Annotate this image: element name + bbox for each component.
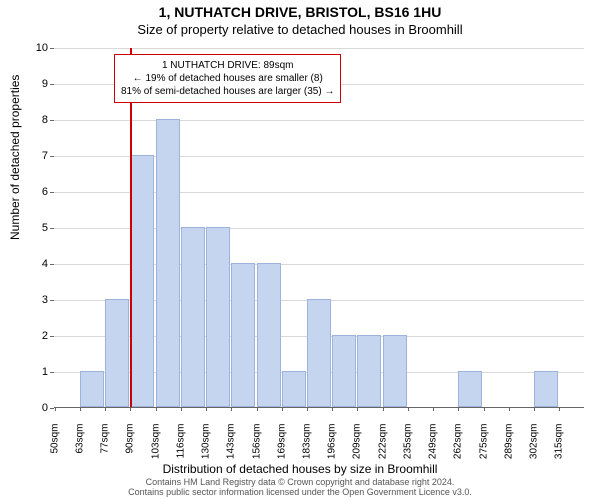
histogram-bar [231,263,255,407]
x-tick-label: 289sqm [503,420,514,460]
histogram-bar [130,155,154,407]
y-tick-label: 3 [42,294,54,306]
x-tick-mark [534,407,535,411]
y-tick-label: 7 [42,150,54,162]
x-tick-mark [55,407,56,411]
x-tick-label: 103sqm [150,420,161,460]
y-tick-label: 10 [36,42,54,54]
x-tick-label: 235sqm [402,420,413,460]
y-tick-label: 0 [42,402,54,414]
x-tick-mark [231,407,232,411]
x-tick-label: 249sqm [428,420,439,460]
x-tick-label: 156sqm [251,420,262,460]
callout-line: 81% of semi-detached houses are larger (… [121,85,334,98]
x-tick-mark [282,407,283,411]
callout-box: 1 NUTHATCH DRIVE: 89sqm← 19% of detached… [114,54,341,103]
x-tick-mark [408,407,409,411]
y-tick-label: 1 [42,366,54,378]
histogram-bar [282,371,306,407]
y-tick-label: 5 [42,222,54,234]
x-tick-label: 116sqm [175,420,186,459]
histogram-bar [181,227,205,407]
x-tick-mark [130,407,131,411]
x-tick-mark [257,407,258,411]
histogram-bar [206,227,230,407]
x-tick-mark [458,407,459,411]
x-tick-label: 222sqm [377,420,388,460]
x-tick-label: 63sqm [74,420,85,454]
x-tick-label: 209sqm [352,420,363,460]
x-tick-mark [181,407,182,411]
y-tick-label: 9 [42,78,54,90]
histogram-bar [80,371,104,407]
x-tick-label: 302sqm [529,420,540,460]
x-tick-label: 275sqm [478,420,489,460]
x-tick-label: 183sqm [302,420,313,460]
x-tick-mark [156,407,157,411]
grid-line [54,48,584,49]
histogram-bar [105,299,129,407]
x-tick-label: 130sqm [201,420,212,460]
y-tick-label: 2 [42,330,54,342]
x-tick-label: 90sqm [125,420,136,454]
x-axis-label: Distribution of detached houses by size … [0,462,600,476]
x-tick-mark [332,407,333,411]
histogram-bar [257,263,281,407]
x-tick-mark [357,407,358,411]
x-tick-label: 262sqm [453,420,464,460]
y-tick-label: 6 [42,186,54,198]
histogram-bar [383,335,407,407]
x-tick-mark [383,407,384,411]
x-tick-label: 50sqm [49,420,60,454]
x-tick-mark [105,407,106,411]
x-tick-mark [559,407,560,411]
x-tick-mark [484,407,485,411]
x-tick-label: 196sqm [327,420,338,460]
histogram-bar [307,299,331,407]
page-subtitle: Size of property relative to detached ho… [0,22,600,37]
callout-line: ← 19% of detached houses are smaller (8) [121,72,334,85]
x-tick-label: 315sqm [554,420,565,460]
x-tick-mark [307,407,308,411]
x-tick-label: 169sqm [276,420,287,460]
page-title: 1, NUTHATCH DRIVE, BRISTOL, BS16 1HU [0,4,600,20]
footnote: Contains HM Land Registry data © Crown c… [0,478,600,498]
callout-line: 1 NUTHATCH DRIVE: 89sqm [121,59,334,72]
histogram-plot: 01234567891050sqm63sqm77sqm90sqm103sqm11… [54,48,584,408]
histogram-bar [458,371,482,407]
x-tick-mark [80,407,81,411]
histogram-bar [357,335,381,407]
y-tick-label: 8 [42,114,54,126]
histogram-bar [332,335,356,407]
x-tick-mark [509,407,510,411]
x-tick-label: 77sqm [100,420,111,454]
histogram-bar [534,371,558,407]
y-tick-label: 4 [42,258,54,270]
y-axis-label: Number of detached properties [8,75,22,240]
x-tick-mark [433,407,434,411]
x-tick-mark [206,407,207,411]
histogram-bar [156,119,180,407]
x-tick-label: 143sqm [226,420,237,460]
grid-line [54,120,584,121]
